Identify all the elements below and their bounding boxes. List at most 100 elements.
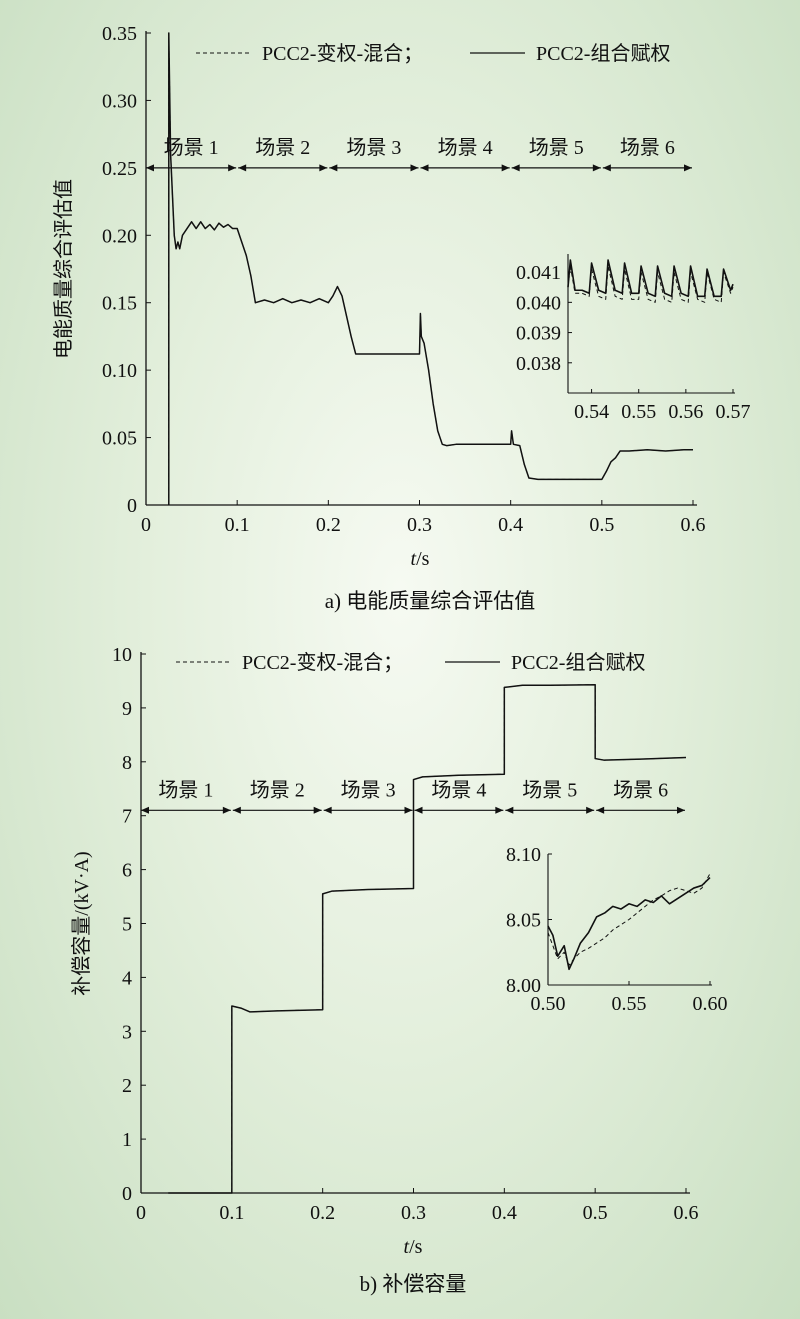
inset-y-tick-label: 0.038 (516, 353, 561, 375)
series-line-combined-weight (168, 32, 693, 505)
inset-series-combined-weight (567, 259, 734, 298)
inset-plot: 0.50 0.55 0.60 8.00 8.05 8.10 (506, 844, 728, 1015)
x-axis-label-var: t (411, 548, 417, 570)
scene-arrow-head (511, 164, 520, 172)
y-tick-label: 4 (122, 967, 132, 989)
scene-label: 场景 2 (250, 778, 305, 801)
legend-label: PCC2-变权-混合； (262, 42, 423, 65)
y-tick-label: 3 (122, 1021, 132, 1043)
y-tick-label: 10 (112, 644, 132, 666)
scene-arrow-head (586, 806, 595, 814)
x-tick-label: 0.5 (589, 514, 614, 536)
y-tick-label: 6 (122, 860, 132, 882)
y-tick-label: 5 (122, 914, 132, 936)
y-tick-label: 0 (127, 495, 137, 517)
scene-label: 场景 6 (620, 136, 675, 159)
scene-arrow-head (414, 806, 423, 814)
x-axis-label-var: t (404, 1236, 410, 1258)
scene-label: 场景 5 (529, 136, 584, 159)
y-tick-label: 0.15 (102, 293, 137, 315)
y-axis-label: 电能质量综合评估值 (52, 179, 75, 359)
scene-arrow-head (596, 806, 605, 814)
scene-label: 场景 3 (341, 778, 396, 801)
y-tick-label: 0.25 (102, 158, 137, 180)
inset-y-tick-label: 0.039 (516, 323, 561, 345)
scene-arrow-head (501, 164, 510, 172)
chart-caption: a) 电能质量综合评估值 (325, 589, 536, 613)
x-tick-label: 0.6 (674, 1202, 699, 1224)
y-tick-label: 2 (122, 1075, 132, 1097)
series-line-variable-weight (168, 32, 693, 505)
scene-arrow-head (323, 806, 332, 814)
x-axis-label: t/s (404, 1236, 423, 1258)
inset-series-variable-weight (547, 873, 711, 966)
scene-arrow-head (420, 164, 429, 172)
y-tick-label: 0.05 (102, 428, 137, 450)
scene-arrow-head (505, 806, 514, 814)
inset-series-combined-weight (547, 877, 711, 971)
x-tick-label: 0.1 (219, 1202, 244, 1224)
scene-arrow-head (313, 806, 322, 814)
legend-label: PCC2-组合赋权 (536, 42, 670, 65)
scene-label: 场景 4 (438, 136, 493, 159)
scene-label: 场景 3 (346, 136, 401, 159)
inset-y-tick-label: 8.10 (506, 844, 541, 866)
scene-label: 场景 6 (613, 778, 668, 801)
x-tick-label: 0.4 (492, 1202, 517, 1224)
scene-arrow-head (146, 164, 154, 172)
y-tick-label: 9 (122, 698, 132, 720)
inset-x-tick-label: 0.60 (693, 993, 728, 1015)
scene-label: 场景 5 (522, 778, 577, 801)
x-tick-label: 0.4 (498, 514, 523, 536)
legend-label: PCC2-组合赋权 (511, 651, 645, 674)
scene-label: 场景 2 (255, 136, 310, 159)
inset-y-tick-label: 8.05 (506, 910, 541, 932)
x-tick-label: 0.3 (407, 514, 432, 536)
y-tick-label: 0.10 (102, 360, 137, 382)
scene-arrow-head (329, 164, 338, 172)
scene-arrow-head (677, 806, 685, 814)
inset-x-tick-label: 0.57 (716, 401, 751, 423)
x-tick-label: 0 (136, 1202, 146, 1224)
inset-x-tick-label: 0.50 (531, 993, 566, 1015)
scene-arrow-head (592, 164, 601, 172)
scene-label: 场景 1 (158, 778, 213, 801)
series-line-variable-weight (168, 684, 687, 1194)
x-tick-label: 0.3 (401, 1202, 426, 1224)
inset-x-tick-label: 0.56 (668, 401, 703, 423)
scene-arrow-head (232, 806, 241, 814)
legend-label: PCC2-变权-混合； (242, 651, 403, 674)
scene-arrow-head (238, 164, 247, 172)
x-tick-label: 0.1 (225, 514, 250, 536)
x-tick-label: 0.6 (681, 514, 706, 536)
inset-y-tick-label: 8.00 (506, 975, 541, 997)
y-tick-label: 0.30 (102, 90, 137, 112)
scene-arrow-head (141, 806, 149, 814)
scene-arrow-head (404, 806, 413, 814)
chart-caption: b) 补偿容量 (360, 1272, 467, 1296)
scene-label: 场景 4 (431, 778, 486, 801)
x-tick-label: 0.2 (310, 1202, 335, 1224)
y-tick-label: 8 (122, 752, 132, 774)
y-tick-label: 1 (122, 1129, 132, 1151)
chart-b-compensation: 0 0.1 0.2 0.3 0.4 0.5 0.6012345678910t/s补偿容量/(… (70, 644, 728, 1296)
inset-plot: 0.54 0.55 0.56 0.57 0.038 0.039 0.040 0.041 (516, 254, 751, 423)
inset-y-tick-label: 0.040 (516, 292, 561, 314)
y-tick-label: 0.35 (102, 23, 137, 45)
y-tick-label: 0.20 (102, 225, 137, 247)
y-axis-label: 补偿容量/(kV·A) (70, 851, 93, 995)
scene-arrow-head (602, 164, 611, 172)
x-tick-label: 0.2 (316, 514, 341, 536)
scene-arrow-head (319, 164, 328, 172)
scene-arrow-head (410, 164, 419, 172)
inset-x-tick-label: 0.55 (612, 993, 647, 1015)
inset-x-tick-label: 0.54 (574, 401, 609, 423)
scene-arrow-head (495, 806, 504, 814)
x-axis-label: t/s (411, 548, 430, 570)
scene-arrow-head (222, 806, 231, 814)
scene-label: 场景 1 (164, 136, 219, 159)
series-line-combined-weight (168, 683, 687, 1194)
inset-x-tick-label: 0.55 (621, 401, 656, 423)
y-tick-label: 7 (122, 806, 132, 828)
